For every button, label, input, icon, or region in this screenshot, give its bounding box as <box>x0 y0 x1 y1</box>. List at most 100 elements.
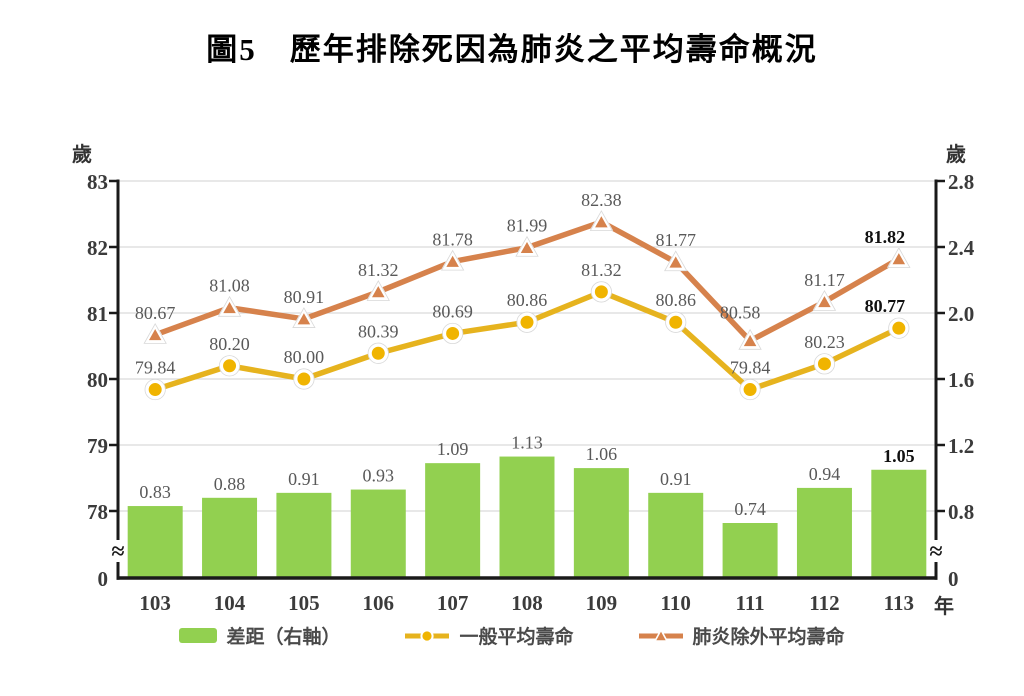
x-tick-label: 113 <box>884 591 914 615</box>
triangle-marker-outline <box>738 328 762 350</box>
triangle-marker-icon <box>366 279 391 301</box>
circle-marker-outline <box>367 342 389 364</box>
axis-break-mask <box>110 540 126 562</box>
x-tick-label: 112 <box>809 591 839 615</box>
circle-marker-outline <box>739 378 761 401</box>
legend-item-gap: 差距（右軸） <box>179 622 340 649</box>
axis-break-icon: ≈ <box>929 539 942 565</box>
triangle-marker-icon <box>143 322 167 344</box>
chart-title: 圖5 歷年排除死因為肺炎之平均壽命概況 <box>206 32 818 67</box>
triangle-marker-icon <box>440 249 465 271</box>
triangle-marker-outline <box>292 307 316 328</box>
point-value-label: 80.77 <box>865 296 906 316</box>
bar <box>202 497 258 577</box>
bar <box>425 463 481 577</box>
y-tick-label-right: 2.4 <box>948 236 975 260</box>
circle-marker-icon <box>665 312 686 333</box>
point-value-label: 80.58 <box>720 303 761 323</box>
point-value-label: 81.32 <box>581 260 622 280</box>
legend-item-excl-pneumonia: 肺炎除外平均壽命 <box>638 622 845 649</box>
y-tick-label-right: 2.8 <box>948 170 974 194</box>
circle-marker-icon <box>145 379 166 400</box>
triangle-marker-icon <box>292 306 316 328</box>
x-tick-label: 108 <box>511 591 543 615</box>
bar-value-label: 1.09 <box>437 439 469 459</box>
triangle-marker-outline <box>589 210 614 231</box>
triangle-marker-outline <box>366 280 390 301</box>
legend-item-general: 一般平均壽命 <box>404 622 574 649</box>
bar-value-label: 0.88 <box>214 474 246 494</box>
line-series <box>144 281 910 401</box>
bar <box>127 506 183 577</box>
circle-marker-icon <box>442 323 463 344</box>
triangle-marker-icon <box>812 289 837 311</box>
x-tick-label: 104 <box>214 591 246 615</box>
circle-marker-outline <box>144 378 166 401</box>
point-value-label: 81.17 <box>804 270 845 290</box>
y-tick-label-right: 2.0 <box>948 302 974 326</box>
point-value-label: 80.39 <box>358 321 399 341</box>
x-tick-label: 110 <box>661 591 691 615</box>
triangle-marker-outline <box>515 235 539 257</box>
bar-value-label: 0.74 <box>734 499 766 519</box>
point-value-label: 80.00 <box>284 347 325 367</box>
circle-marker-icon <box>517 312 537 333</box>
y-tick-label-left: 79 <box>87 434 108 458</box>
point-value-label: 80.86 <box>507 290 548 310</box>
circle-marker-outline <box>218 355 241 377</box>
bar <box>350 489 406 577</box>
bar <box>722 523 778 577</box>
circle-marker-outline <box>590 281 612 303</box>
bar-value-label: 1.05 <box>883 446 915 466</box>
triangle-marker-icon <box>887 246 911 268</box>
bar-value-label: 0.91 <box>660 469 692 489</box>
point-value-label: 80.20 <box>209 334 250 354</box>
circle-marker-icon <box>368 343 389 364</box>
bar <box>276 492 332 577</box>
point-value-label: 80.23 <box>804 332 845 352</box>
y-tick-label-left: 80 <box>87 368 108 392</box>
x-tick-label: 105 <box>288 591 320 615</box>
point-value-label: 81.78 <box>432 230 473 250</box>
bar <box>499 456 555 577</box>
point-value-label: 82.38 <box>581 190 622 210</box>
circle-marker-outline <box>293 368 315 390</box>
bar-value-label: 0.93 <box>363 466 395 486</box>
triangle-marker-icon <box>663 249 688 271</box>
triangle-marker-outline <box>440 249 465 271</box>
triangle-marker-outline <box>217 295 242 317</box>
triangle-marker-outline <box>887 247 911 268</box>
circle-marker-outline <box>442 322 464 345</box>
axis-break-icon: ≈ <box>111 539 124 565</box>
circle-marker-icon <box>888 318 909 339</box>
triangle-marker-outline <box>812 289 837 311</box>
triangle-marker-outline <box>664 250 688 272</box>
right-axis-unit-label: 歲 <box>946 144 966 166</box>
triangle-marker-icon <box>217 295 242 317</box>
x-tick-label: 107 <box>437 591 469 615</box>
point-value-label: 80.69 <box>432 301 473 321</box>
bar-value-label: 0.94 <box>809 464 841 484</box>
triangle-marker-icon <box>589 209 614 231</box>
y-tick-label-right: 0 <box>948 567 959 591</box>
bar <box>648 492 704 577</box>
legend-label-general: 一般平均壽命 <box>459 627 574 648</box>
circle-marker-outline <box>888 317 910 339</box>
line-series <box>143 209 911 350</box>
axes <box>109 179 945 580</box>
x-tick-label: 103 <box>139 591 171 615</box>
bar-value-label: 0.91 <box>288 469 320 489</box>
bar-value-label: 1.13 <box>511 433 543 453</box>
circle-marker-outline <box>516 311 538 333</box>
point-value-label: 81.99 <box>507 216 548 236</box>
circle-marker-icon <box>294 369 314 389</box>
circle-marker-outline <box>813 353 836 375</box>
point-value-label: 80.86 <box>655 290 696 310</box>
point-value-label: 80.91 <box>284 287 325 307</box>
circle-marker-outline <box>665 311 687 333</box>
x-tick-label: 111 <box>735 591 764 615</box>
legend: 差距（右軸） 一般平均壽命 肺炎除外平均壽命 <box>0 622 1024 649</box>
y-tick-label-left: 81 <box>87 302 108 326</box>
y-tick-label-right: 1.6 <box>948 368 974 392</box>
